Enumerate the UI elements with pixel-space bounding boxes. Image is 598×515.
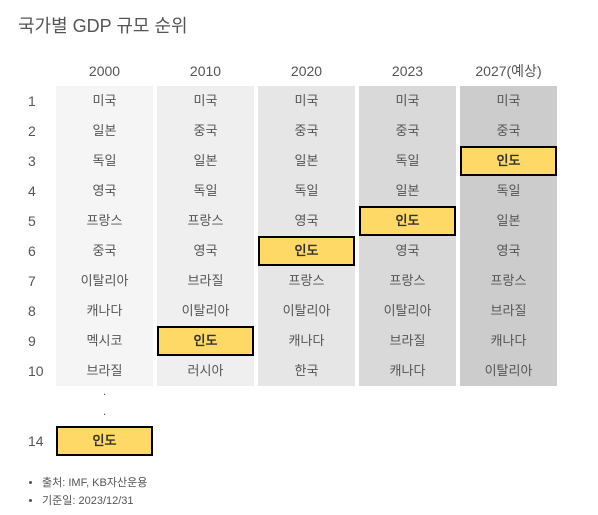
table-cell: 브라질 [157,266,254,296]
table-cell: 이탈리아 [359,296,456,326]
footnote-date: 기준일: 2023/12/31 [42,492,580,508]
table-cell: 이탈리아 [460,356,557,386]
table-cell: 일본 [359,176,456,206]
extra-row: 14 인도 [28,426,580,456]
table-cell: 러시아 [157,356,254,386]
rank-label: 5 [28,213,56,229]
rank-label: 6 [28,243,56,259]
col-header: 2023 [359,56,456,86]
highlight-cell: 인도 [359,206,456,236]
table-cell: 미국 [359,86,456,116]
table-cell: 중국 [56,236,153,266]
table-cell: 독일 [157,176,254,206]
table-cell: 브라질 [460,296,557,326]
table-cell: 일본 [157,146,254,176]
footnotes: 출처: IMF, KB자산운용 기준일: 2023/12/31 [42,474,580,508]
table-cell: 한국 [258,356,355,386]
table-cell: 영국 [157,236,254,266]
rank-label: 2 [28,123,56,139]
table-cell: 인도 [460,146,557,176]
table-cell: 캐나다 [258,326,355,356]
ellipsis-dot: . [56,406,153,426]
table-cell: 영국 [56,176,153,206]
table-cell: 미국 [258,86,355,116]
table-cell: 중국 [359,116,456,146]
table-cell: 일본 [258,146,355,176]
ellipsis-row: . [28,406,580,426]
table-cell: 프랑스 [359,266,456,296]
table-row: 6중국영국인도영국영국 [28,236,580,266]
table-row: 3독일일본일본독일인도 [28,146,580,176]
rank-label: 14 [28,433,56,449]
rank-label: 10 [28,363,56,379]
table-cell: 멕시코 [56,326,153,356]
table-cell: 프랑스 [157,206,254,236]
table-cell: 영국 [258,206,355,236]
table-row: 1미국미국미국미국미국 [28,86,580,116]
table-cell: 브라질 [56,356,153,386]
table-header-row: 2000 2010 2020 2023 2027(예상) [28,56,580,86]
col-header: 2020 [258,56,355,86]
rank-label: 4 [28,183,56,199]
table-cell: 캐나다 [460,326,557,356]
table-cell: 프랑스 [258,266,355,296]
table-cell: 이탈리아 [157,296,254,326]
highlight-cell: 인도 [157,326,254,356]
table-cell: 독일 [56,146,153,176]
table-row: 7이탈리아브라질프랑스프랑스프랑스 [28,266,580,296]
col-header: 2027(예상) [460,56,557,86]
rank-label: 1 [28,93,56,109]
table-cell: 캐나다 [359,356,456,386]
table-cell: 인도 [56,426,153,456]
table-cell: 중국 [157,116,254,146]
table-cell: 독일 [258,176,355,206]
table-cell: 영국 [460,236,557,266]
table-cell: 영국 [359,236,456,266]
table-cell: 미국 [56,86,153,116]
table-row: 10브라질러시아한국캐나다이탈리아 [28,356,580,386]
rank-label: 9 [28,333,56,349]
ellipsis-dot: . [56,386,153,406]
table-cell: 인도 [258,236,355,266]
rank-label: 8 [28,303,56,319]
table-cell: 독일 [460,176,557,206]
table-row: 9멕시코인도캐나다브라질캐나다 [28,326,580,356]
table-cell: 인도 [359,206,456,236]
table-cell: 이탈리아 [258,296,355,326]
table-row: 8캐나다이탈리아이탈리아이탈리아브라질 [28,296,580,326]
highlight-cell: 인도 [56,426,153,456]
table-cell: 일본 [56,116,153,146]
rank-label: 3 [28,153,56,169]
table-cell: 브라질 [359,326,456,356]
table-cell: 중국 [258,116,355,146]
highlight-cell: 인도 [258,236,355,266]
col-header: 2010 [157,56,254,86]
gdp-rank-table: 2000 2010 2020 2023 2027(예상) 1미국미국미국미국미국… [28,56,580,456]
table-cell: 중국 [460,116,557,146]
rank-label: 7 [28,273,56,289]
table-cell: 일본 [460,206,557,236]
chart-title: 국가별 GDP 규모 순위 [18,12,580,38]
ellipsis-row: . [28,386,580,406]
table-cell: 인도 [157,326,254,356]
table-cell: 이탈리아 [56,266,153,296]
table-cell: 미국 [460,86,557,116]
table-row: 2일본중국중국중국중국 [28,116,580,146]
table-cell: 프랑스 [460,266,557,296]
table-cell: 미국 [157,86,254,116]
col-header: 2000 [56,56,153,86]
highlight-cell: 인도 [460,146,557,176]
table-cell: 프랑스 [56,206,153,236]
table-cell: 독일 [359,146,456,176]
table-row: 5프랑스프랑스영국인도일본 [28,206,580,236]
footnote-source: 출처: IMF, KB자산운용 [42,474,580,490]
table-cell: 캐나다 [56,296,153,326]
table-row: 4영국독일독일일본독일 [28,176,580,206]
